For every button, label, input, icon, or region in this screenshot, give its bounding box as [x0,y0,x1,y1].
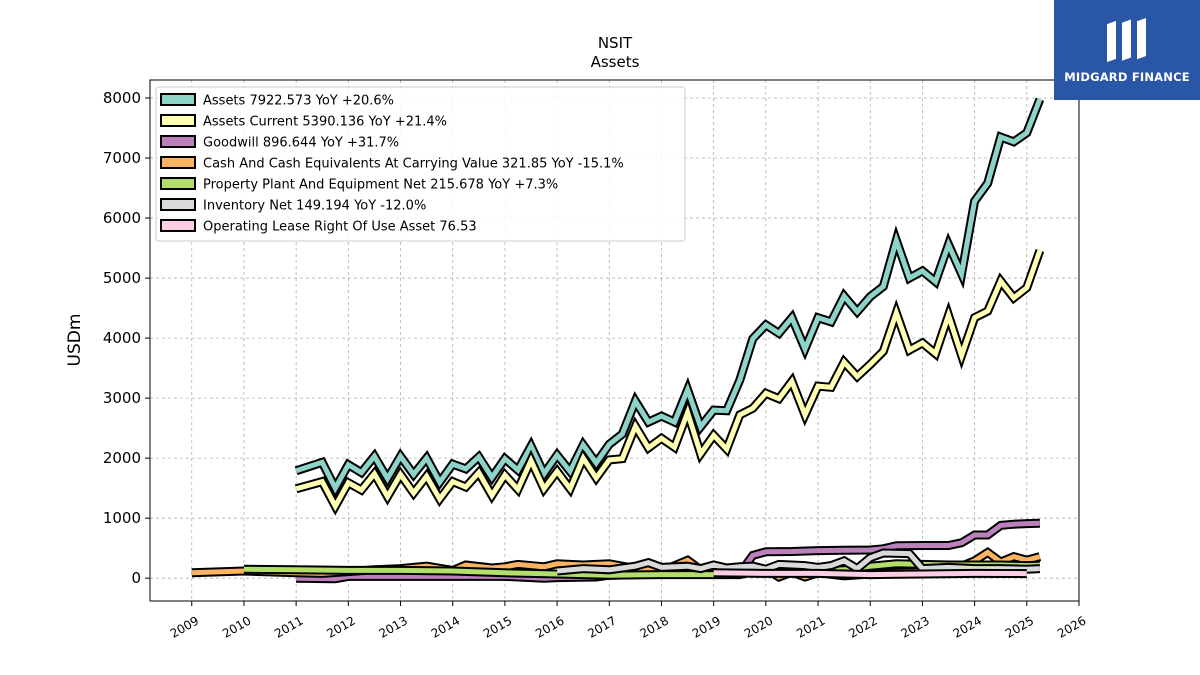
legend-box [155,86,686,242]
y-tick-label: 0 [131,569,141,587]
legend-swatch [160,114,196,127]
series-line [295,249,1043,512]
brand-mark-icon [1107,17,1146,63]
x-tick-label: 2014 [429,613,462,640]
legend-item: Inventory Net 149.194 YoY -12.0% [160,198,426,214]
legend-item: Cash And Cash Equivalents At Carrying Va… [160,156,624,172]
chart-title: NSIT [598,34,633,52]
y-tick-label: 2000 [103,449,141,467]
y-tick-label: 7000 [103,149,141,167]
legend-swatch [160,135,196,148]
y-tick-label: 1000 [103,509,141,527]
x-tick-label: 2017 [585,613,618,640]
x-tick-label: 2024 [951,613,984,640]
legend-item: Operating Lease Right Of Use Asset 76.53 [160,219,477,235]
plot-frame [149,79,1080,602]
brand-logo: MIDGARD FINANCE [1054,0,1200,100]
legend-swatch [160,198,196,211]
y-tick-label: 3000 [103,389,141,407]
x-axis-ticks: 2009 2010 2011 2012 2013 2014 2015 2016 2017 2018… [168,601,1089,641]
legend-label: Operating Lease Right Of Use Asset 76.53 [203,220,477,235]
x-tick-label: 2011 [272,613,305,640]
x-tick-label: 2022 [846,613,879,640]
legend-swatch [160,156,196,169]
legend-label: Property Plant And Equipment Net 215.678… [203,178,558,193]
legend-swatch [160,219,196,232]
legend-swatch [160,177,196,190]
legend-label: Assets 7922.573 YoY +20.6% [203,94,394,109]
y-axis-label: USDm [65,314,85,367]
legend-item: Goodwill 896.644 YoY +31.7% [160,135,399,151]
x-tick-label: 2016 [533,613,566,640]
y-axis-ticks: 0 1000 2000 3000 4000 5000 6000 7000 8000 [103,89,150,587]
x-tick-label: 2025 [1003,613,1036,640]
x-tick-label: 2012 [324,613,357,640]
y-tick-label: 6000 [103,209,141,227]
legend-label: Goodwill 896.644 YoY +31.7% [203,136,399,151]
legend-label: Cash And Cash Equivalents At Carrying Va… [203,157,624,172]
x-tick-label: 2019 [690,613,723,640]
x-tick-label: 2009 [168,613,201,640]
chart-subtitle: Assets [591,53,640,71]
x-tick-label: 2026 [1055,613,1088,640]
brand-name: MIDGARD FINANCE [1064,70,1190,84]
legend-item: Property Plant And Equipment Net 215.678… [160,177,558,193]
x-tick-label: 2020 [742,613,775,640]
y-tick-label: 4000 [103,329,141,347]
legend-item: Assets Current 5390.136 YoY +21.4% [160,114,447,130]
series-line [556,550,1041,574]
legend-label: Inventory Net 149.194 YoY -12.0% [203,199,426,214]
x-tick-label: 2018 [638,613,671,640]
y-tick-label: 5000 [103,269,141,287]
series-assets [294,97,1045,498]
x-tick-label: 2013 [377,613,410,640]
legend-swatch [160,93,196,106]
x-tick-label: 2010 [220,613,253,640]
series-assets-current [294,249,1045,516]
series-line [713,570,1027,578]
legend: Assets 7922.573 YoY +20.6% Assets Current… [155,86,686,242]
x-tick-label: 2021 [794,613,827,640]
y-tick-label: 8000 [103,89,141,107]
series-layer [191,97,1045,584]
x-tick-label: 2015 [481,613,514,640]
series-line [295,98,1043,494]
series-inventory-net [556,548,1041,576]
series-operating-lease-right-of-use-asset [713,568,1027,580]
legend-item: Assets 7922.573 YoY +20.6% [160,93,394,109]
x-tick-label: 2023 [898,613,931,640]
legend-label: Assets Current 5390.136 YoY +21.4% [203,115,447,130]
